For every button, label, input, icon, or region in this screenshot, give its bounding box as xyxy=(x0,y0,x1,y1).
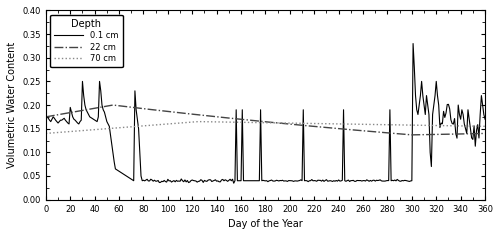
70 cm xyxy=(482,125,488,128)
0.1 cm xyxy=(230,182,236,185)
22 cm xyxy=(409,133,415,136)
70 cm xyxy=(294,122,300,125)
22 cm xyxy=(318,126,324,129)
0.1 cm xyxy=(410,42,416,45)
22 cm xyxy=(43,115,49,118)
22 cm xyxy=(431,133,437,136)
70 cm xyxy=(43,132,49,135)
Line: 70 cm: 70 cm xyxy=(46,122,485,133)
22 cm xyxy=(482,132,488,135)
0.1 cm xyxy=(318,180,324,183)
22 cm xyxy=(309,125,315,128)
70 cm xyxy=(309,122,315,125)
Y-axis label: Volumetric Water Content: Volumetric Water Content xyxy=(7,42,17,168)
70 cm xyxy=(196,120,202,123)
0.1 cm xyxy=(431,104,437,106)
0.1 cm xyxy=(294,180,300,182)
0.1 cm xyxy=(482,118,488,121)
70 cm xyxy=(55,131,61,134)
22 cm xyxy=(126,105,132,108)
Line: 0.1 cm: 0.1 cm xyxy=(46,44,485,183)
22 cm xyxy=(294,123,300,126)
0.1 cm xyxy=(124,175,130,178)
Line: 22 cm: 22 cm xyxy=(46,105,485,135)
70 cm xyxy=(124,126,130,128)
X-axis label: Day of the Year: Day of the Year xyxy=(228,219,303,229)
70 cm xyxy=(318,122,324,125)
0.1 cm xyxy=(55,122,61,124)
22 cm xyxy=(110,104,116,106)
70 cm xyxy=(430,124,436,127)
Legend: 0.1 cm, 22 cm, 70 cm: 0.1 cm, 22 cm, 70 cm xyxy=(50,15,122,67)
22 cm xyxy=(55,113,61,116)
0.1 cm xyxy=(309,178,315,181)
0.1 cm xyxy=(43,115,49,118)
